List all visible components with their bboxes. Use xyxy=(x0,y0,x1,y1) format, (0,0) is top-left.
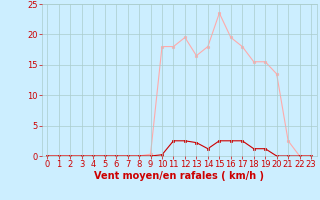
X-axis label: Vent moyen/en rafales ( km/h ): Vent moyen/en rafales ( km/h ) xyxy=(94,171,264,181)
